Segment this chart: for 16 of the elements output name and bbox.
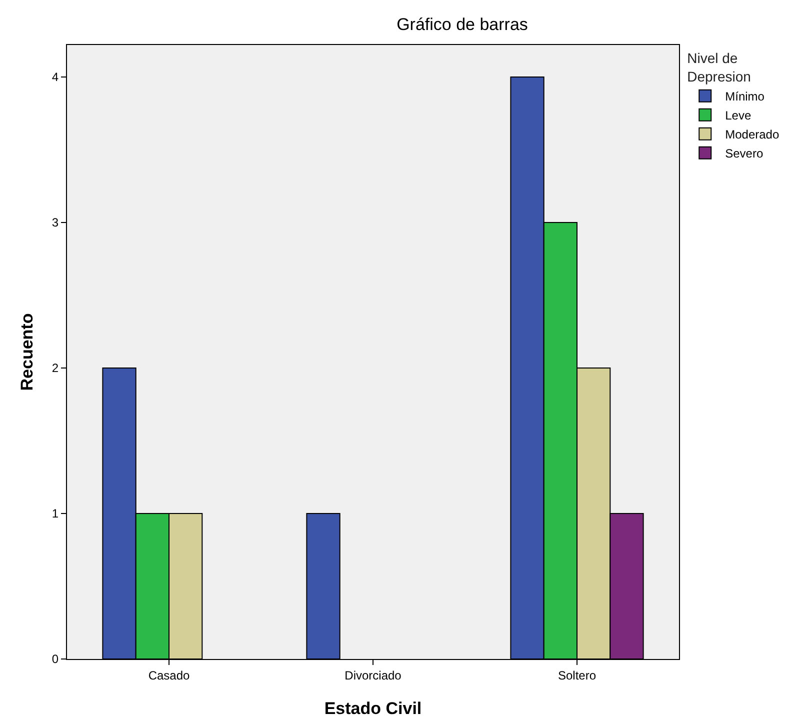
legend-label: Leve <box>725 108 752 123</box>
y-axis-title: Recuento <box>17 313 36 391</box>
x-tick-label: Soltero <box>558 668 596 682</box>
legend-title: Nivel de Depresion <box>687 50 751 84</box>
y-tick-label: 2 <box>52 361 59 376</box>
legend-label: Mínimo <box>725 90 765 104</box>
y-tick-label: 0 <box>52 652 59 666</box>
x-tick-label: Casado <box>148 668 190 682</box>
y-tick-label: 1 <box>52 506 59 521</box>
legend-label: Moderado <box>725 128 780 142</box>
x-axis-title: Estado Civil <box>324 698 422 718</box>
y-tick-label: 4 <box>52 70 59 84</box>
chart-title: Gráfico de barras <box>396 15 528 34</box>
y-tick-label: 3 <box>52 216 59 230</box>
x-tick-label: Divorciado <box>344 668 402 682</box>
legend-label: Severo <box>725 146 764 161</box>
